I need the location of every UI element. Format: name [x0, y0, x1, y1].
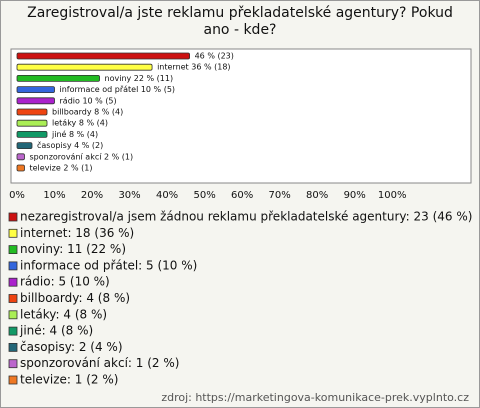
value-label: noviny 22 % (11) — [105, 74, 174, 83]
legend-label: internet: 18 (36 %) — [20, 226, 134, 240]
bar — [16, 119, 48, 127]
bar — [16, 97, 55, 105]
x-tick-label: 30% — [118, 190, 140, 201]
legend-label: noviny: 11 (22 %) — [20, 242, 126, 256]
chart-title: Zaregistroval/a jste reklamu překladatel… — [27, 5, 453, 38]
legend-label: letáky: 4 (8 %) — [20, 307, 107, 321]
x-tick-label: 70% — [269, 190, 291, 201]
bar — [16, 164, 25, 172]
legend-label: rádio: 5 (10 %) — [20, 275, 110, 289]
value-label: televize 2 % (1) — [30, 164, 93, 173]
bar — [16, 63, 153, 71]
bar — [16, 142, 33, 150]
legend-swatch — [8, 342, 18, 352]
x-tick-label: 20% — [81, 190, 103, 201]
legend-label: sponzorování akcí: 1 (2 %) — [20, 356, 179, 370]
value-label: jiné 8 % (4) — [51, 129, 98, 139]
legend-label: televize: 1 (2 %) — [20, 373, 118, 387]
legend-swatch — [8, 294, 18, 303]
value-label: informace od přátel 10 % (5) — [60, 85, 176, 94]
legend-label: informace od přátel: 5 (10 %) — [20, 258, 197, 272]
bar — [16, 153, 25, 161]
plot-area — [10, 48, 472, 184]
bar — [16, 75, 100, 82]
value-label: časopisy 4 % (2) — [37, 140, 103, 150]
legend-swatch — [8, 277, 18, 287]
x-tick-label: 80% — [306, 190, 328, 201]
source: zdroj: https://marketingova-komunikace-p… — [161, 391, 469, 404]
legend-swatch — [8, 359, 18, 369]
legend-swatch — [8, 212, 18, 222]
bar — [16, 52, 190, 60]
legend-label: časopisy: 2 (4 %) — [20, 340, 123, 354]
legend-swatch — [8, 375, 18, 385]
value-label: 46 % (23) — [195, 52, 234, 61]
x-tick-label: 10% — [43, 190, 65, 201]
x-tick-label: 0% — [9, 190, 25, 201]
value-label: sponzorování akcí 2 % (1) — [30, 152, 134, 161]
legend-label: billboardy: 4 (8 %) — [20, 291, 130, 305]
legend-swatch — [8, 326, 18, 336]
value-label: billboardy 8 % (4) — [52, 108, 123, 117]
x-tick-label: 40% — [156, 190, 178, 201]
value-label: rádio 10 % (5) — [60, 96, 117, 105]
x-tick-label: 90% — [344, 190, 366, 201]
legend-label: nezaregistroval/a jsem žádnou reklamu př… — [20, 210, 472, 224]
legend-label: jiné: 4 (8 %) — [19, 324, 93, 338]
x-tick-label: 50% — [193, 190, 215, 201]
legend-swatch — [8, 261, 18, 271]
legend-swatch — [8, 245, 18, 255]
value-label: internet 36 % (18) — [157, 63, 230, 72]
bar — [16, 130, 48, 138]
x-tick-label: 60% — [231, 190, 253, 201]
x-tick-label: 100% — [378, 190, 407, 201]
bar — [16, 108, 48, 116]
bar — [16, 86, 55, 93]
value-label: letáky 8 % (4) — [52, 119, 108, 128]
legend-swatch — [8, 228, 18, 238]
legend-swatch — [8, 310, 18, 320]
